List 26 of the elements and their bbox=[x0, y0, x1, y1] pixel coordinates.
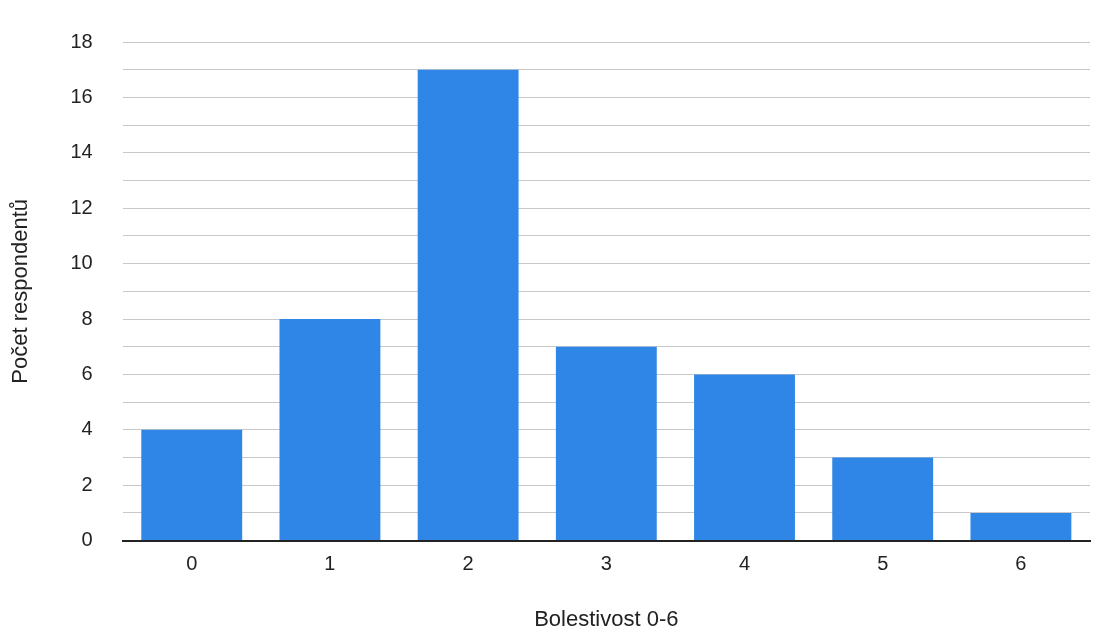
x-tick-label: 1 bbox=[324, 552, 336, 575]
y-tick-label: 4 bbox=[81, 417, 93, 440]
y-tick-label: 6 bbox=[81, 361, 93, 384]
x-tick-label: 2 bbox=[462, 552, 474, 575]
y-tick-label: 16 bbox=[70, 84, 93, 107]
x-tick-label: 0 bbox=[186, 552, 198, 575]
x-axis-title: Bolestivost 0-6 bbox=[534, 605, 679, 631]
bar bbox=[141, 429, 243, 541]
y-tick-label: 0 bbox=[81, 528, 93, 551]
y-tick-label: 2 bbox=[81, 472, 93, 495]
y-tick-label: 12 bbox=[70, 195, 93, 218]
y-axis-title: Počet respondentů bbox=[7, 198, 33, 384]
y-tick-label: 18 bbox=[70, 29, 93, 52]
x-tick-label: 5 bbox=[877, 552, 889, 575]
y-tick-label: 14 bbox=[70, 140, 93, 163]
bar bbox=[417, 69, 519, 541]
x-tick-label: 3 bbox=[600, 552, 612, 575]
bar bbox=[279, 319, 381, 541]
x-tick-label: 6 bbox=[1015, 552, 1027, 575]
x-tick-label: 4 bbox=[738, 552, 751, 575]
y-tick-label: 8 bbox=[81, 306, 93, 329]
y-tick-label: 10 bbox=[70, 251, 93, 274]
bar bbox=[832, 457, 934, 541]
bar bbox=[694, 374, 795, 541]
bar bbox=[970, 512, 1072, 541]
bar bbox=[555, 346, 657, 541]
